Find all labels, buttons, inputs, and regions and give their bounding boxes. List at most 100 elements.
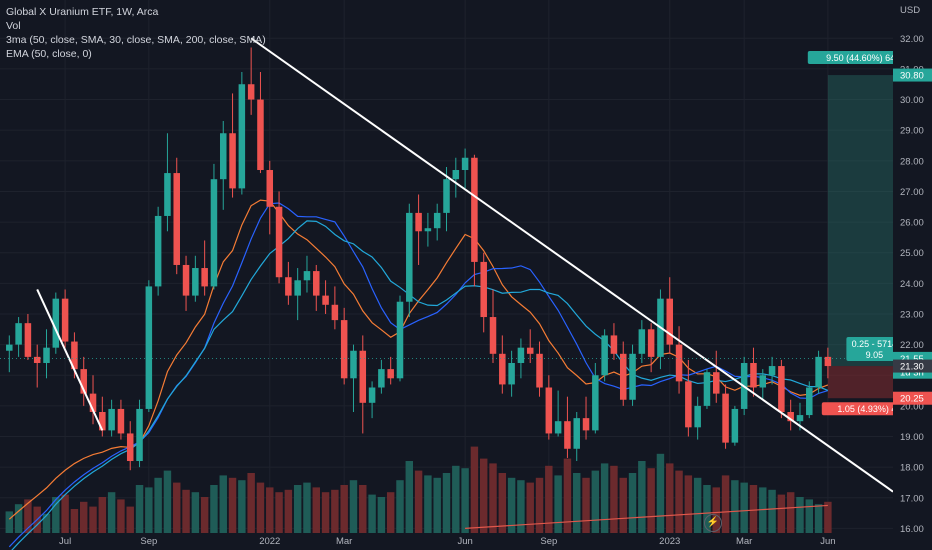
- time-tick-label: Jun: [457, 536, 472, 547]
- volume-bar: [182, 489, 190, 533]
- volume-bar: [70, 509, 79, 533]
- candle-body: [768, 366, 776, 376]
- trendlines[interactable]: [36, 37, 894, 493]
- symbol-title[interactable]: Global X Uranium ETF, 1W, Arca: [6, 6, 159, 18]
- candle-body: [257, 99, 264, 171]
- volume-bar: [442, 473, 451, 533]
- time-tick-label: 2022: [259, 536, 280, 547]
- candle-body: [182, 264, 190, 296]
- volume-bar: [210, 485, 218, 533]
- chart-legend: Global X Uranium ETF, 1W, Arca Vol 3ma (…: [6, 5, 266, 61]
- candle-body: [201, 268, 208, 287]
- candle-body: [424, 228, 432, 232]
- volume-bar: [563, 458, 572, 533]
- volume-bar: [749, 485, 758, 533]
- candle-body: [471, 157, 478, 262]
- volume-bar: [405, 461, 414, 533]
- volume-bar: [154, 477, 162, 533]
- volume-bar: [554, 475, 562, 533]
- candle-body: [685, 381, 692, 428]
- volume-bar: [424, 475, 432, 533]
- candle-body: [387, 369, 394, 379]
- candle-body: [322, 295, 329, 305]
- trendline-2[interactable]: [250, 37, 894, 493]
- volume-bar: [61, 494, 69, 533]
- price-tick-label: 24.00: [900, 279, 924, 290]
- position-qty-label: 0.25 - 5714: [852, 339, 898, 349]
- candle-body: [806, 387, 813, 416]
- price-tag: 21.55: [900, 354, 924, 365]
- price-tag-bg: [893, 359, 932, 373]
- candle-body: [43, 347, 50, 363]
- candle-body: [378, 369, 385, 388]
- price-tick-label: 17.00: [900, 493, 924, 504]
- candle-body: [499, 353, 506, 385]
- candle-body: [154, 215, 162, 287]
- candle-body: [24, 323, 32, 357]
- volume-bar: [573, 473, 581, 533]
- candle-body: [219, 133, 227, 180]
- volume-bar: [628, 473, 637, 533]
- candle-body: [210, 179, 218, 287]
- price-tick-label: 30.00: [900, 95, 924, 106]
- price-tick-label: 29.00: [900, 126, 924, 137]
- volume-bar: [591, 470, 600, 533]
- volume-bar: [368, 494, 376, 533]
- volume-bar: [98, 497, 107, 533]
- stop-label: 1.05 (4.93%) 4000: [837, 404, 911, 414]
- time-axis[interactable]: Jul Sep 2022 Mar Jun Sep 2023 Mar Jun: [59, 536, 836, 547]
- candle-body: [313, 271, 320, 296]
- candle-body: [15, 323, 22, 345]
- candle-body: [406, 212, 413, 302]
- candle-body: [592, 375, 599, 431]
- candle-body: [99, 412, 106, 431]
- volume-bar: [600, 463, 609, 533]
- candle-body: [638, 329, 646, 354]
- volume-bar: [545, 465, 553, 533]
- candle-body: [694, 405, 701, 428]
- candle-body: [136, 408, 143, 462]
- candle-body: [722, 393, 729, 443]
- volume-bar: [452, 465, 460, 533]
- candle-body: [545, 387, 553, 434]
- volume-bar: [256, 482, 265, 533]
- volume-bar: [777, 494, 786, 533]
- target-label: 9.50 (44.60%) 64285.71: [826, 53, 923, 63]
- candle-body: [452, 170, 460, 180]
- volume-indicator-label[interactable]: Vol: [6, 20, 21, 32]
- volume-bar: [470, 446, 479, 533]
- candle-body: [52, 298, 60, 348]
- sma200-line: [465, 504, 828, 530]
- volume-bar: [321, 492, 330, 533]
- volume-bar: [786, 492, 795, 533]
- volume-bar: [228, 477, 237, 533]
- candle-body: [601, 335, 608, 376]
- volume-bar: [796, 497, 804, 533]
- candle-body: [629, 353, 636, 400]
- candle-body: [554, 421, 562, 434]
- volume-bar: [526, 482, 534, 533]
- time-tick-label: Jul: [59, 536, 71, 547]
- candle-body: [145, 286, 153, 409]
- price-tick-label: 32.00: [900, 34, 924, 45]
- candle-body: [126, 433, 134, 462]
- candle-body: [666, 298, 674, 345]
- candle-body: [619, 353, 627, 400]
- candle-body: [536, 353, 543, 388]
- candle-body: [759, 375, 767, 388]
- volume-bar: [768, 489, 776, 533]
- volume-bar: [759, 487, 767, 533]
- candle-body: [480, 261, 487, 318]
- volume-bar: [507, 477, 516, 533]
- candle-body: [508, 362, 515, 385]
- lightning-icon[interactable]: ⚡: [704, 514, 722, 532]
- ma-indicator-label[interactable]: 3ma (50, close, SMA, 30, close, SMA, 200…: [6, 34, 266, 46]
- ema-indicator-label[interactable]: EMA (50, close, 0): [6, 48, 92, 60]
- candle-body: [303, 271, 311, 281]
- price-axis-bg: [893, 0, 932, 550]
- candle-body: [713, 372, 720, 394]
- time-tick-label: Jun: [820, 536, 835, 547]
- trendline-1[interactable]: [36, 289, 104, 431]
